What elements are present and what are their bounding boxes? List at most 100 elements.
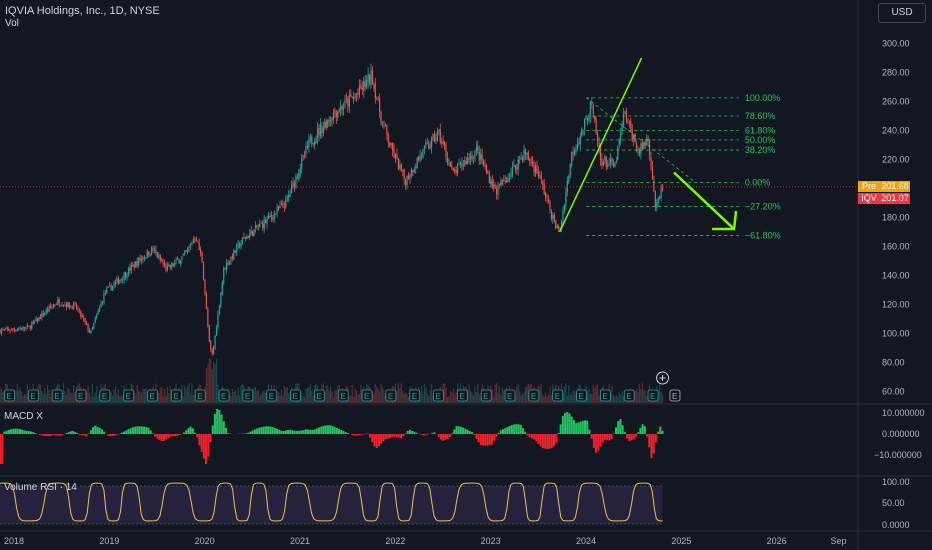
- volume-bar: [452, 388, 454, 403]
- currency-button[interactable]: USD: [878, 3, 926, 23]
- macd-label[interactable]: MACD X: [4, 411, 43, 422]
- volume-bar: [638, 383, 641, 403]
- candle-body: [517, 159, 519, 171]
- volume-bar: [44, 388, 46, 403]
- candle-body: [146, 250, 148, 258]
- candle-body: [638, 149, 641, 154]
- volume-bar: [575, 393, 577, 403]
- candle-body: [192, 239, 195, 243]
- candle-body: [423, 145, 425, 149]
- volume-bar: [162, 396, 164, 403]
- candle-body: [367, 73, 369, 82]
- fib-level-label: 50.00%: [745, 135, 776, 145]
- candle-body: [584, 118, 586, 130]
- earnings-marker-label: E: [483, 392, 488, 401]
- volume-bar: [253, 387, 255, 403]
- volume-bar: [135, 394, 137, 403]
- candle-body: [166, 266, 169, 271]
- candle-body: [407, 174, 410, 179]
- volume-bar: [208, 358, 210, 403]
- volume-bar: [455, 391, 457, 403]
- macd-bar: [103, 431, 106, 434]
- candle-body: [519, 159, 521, 162]
- candle-body: [607, 164, 609, 168]
- candle-body: [526, 152, 528, 155]
- volume-bar: [71, 393, 73, 403]
- volume-bar: [429, 390, 431, 403]
- candle-body: [236, 245, 238, 254]
- volume-bar: [145, 388, 147, 403]
- volume-bar: [517, 383, 519, 403]
- macd-bar: [544, 434, 547, 449]
- candle-body: [348, 95, 350, 107]
- volume-bar: [589, 393, 591, 403]
- volume-bar: [279, 395, 281, 403]
- candle-body: [527, 152, 529, 160]
- macd-bar: [459, 426, 462, 434]
- fib-level-label: 100.00%: [745, 93, 781, 103]
- candle-body: [99, 307, 101, 312]
- volume-bar: [0, 389, 3, 403]
- candle-body: [625, 111, 628, 122]
- candle-body: [576, 143, 579, 149]
- macd-bar: [10, 429, 13, 434]
- candle-body: [601, 158, 603, 166]
- candle-body: [36, 318, 39, 322]
- volume-bar: [431, 384, 433, 403]
- candle-body: [109, 285, 111, 287]
- candle-body: [415, 166, 417, 169]
- candle-body: [226, 263, 228, 270]
- volume-bar: [260, 393, 262, 403]
- volume-bar: [407, 396, 410, 403]
- candle-body: [285, 199, 287, 208]
- macd-bar: [295, 430, 298, 434]
- candle-body: [568, 176, 570, 182]
- volume-bar: [400, 383, 402, 403]
- rsi-label[interactable]: Volume RSI · 14: [4, 482, 77, 493]
- macd-bar: [382, 434, 385, 442]
- candle-body: [435, 138, 437, 142]
- macd-bar: [508, 425, 511, 434]
- candle-body: [162, 261, 164, 265]
- macd-bar: [564, 413, 567, 434]
- candle-body: [462, 165, 464, 167]
- candle-body: [402, 170, 404, 172]
- volume-bar: [210, 359, 212, 403]
- volume-bar: [139, 391, 141, 403]
- macd-bar: [360, 434, 363, 435]
- macd-bar: [61, 434, 64, 436]
- last-symbol: IQV: [861, 193, 877, 203]
- candle-body: [646, 138, 648, 146]
- candle-body: [552, 215, 554, 219]
- macd-bar: [597, 434, 600, 451]
- candle-body: [490, 180, 492, 184]
- macd-bar: [389, 434, 392, 438]
- candle-body: [571, 151, 573, 166]
- volume-bar: [503, 390, 505, 403]
- candle-body: [286, 197, 288, 199]
- volume-bar: [546, 396, 548, 403]
- candle-body: [624, 111, 626, 114]
- macd-bar: [315, 428, 318, 434]
- macd-bar: [510, 425, 513, 434]
- macd-bar: [355, 434, 358, 436]
- macd-bar: [112, 434, 115, 436]
- candle-body: [409, 175, 411, 180]
- volume-bar: [38, 384, 40, 403]
- candle-body: [324, 121, 326, 128]
- macd-bar: [499, 430, 502, 434]
- candle-body: [360, 85, 362, 89]
- earnings-marker-label: E: [245, 392, 250, 401]
- earnings-marker: [27, 389, 39, 402]
- macd-bar: [174, 434, 177, 437]
- candle-body: [244, 237, 246, 239]
- volume-bar: [161, 386, 163, 403]
- candle-body: [57, 299, 59, 304]
- y-tick-label: 160.00: [882, 241, 910, 251]
- volume-bar: [0, 386, 1, 403]
- candle-body: [578, 143, 580, 145]
- candle-body: [620, 131, 622, 141]
- earnings-marker: [385, 389, 397, 402]
- macd-bar: [470, 432, 473, 434]
